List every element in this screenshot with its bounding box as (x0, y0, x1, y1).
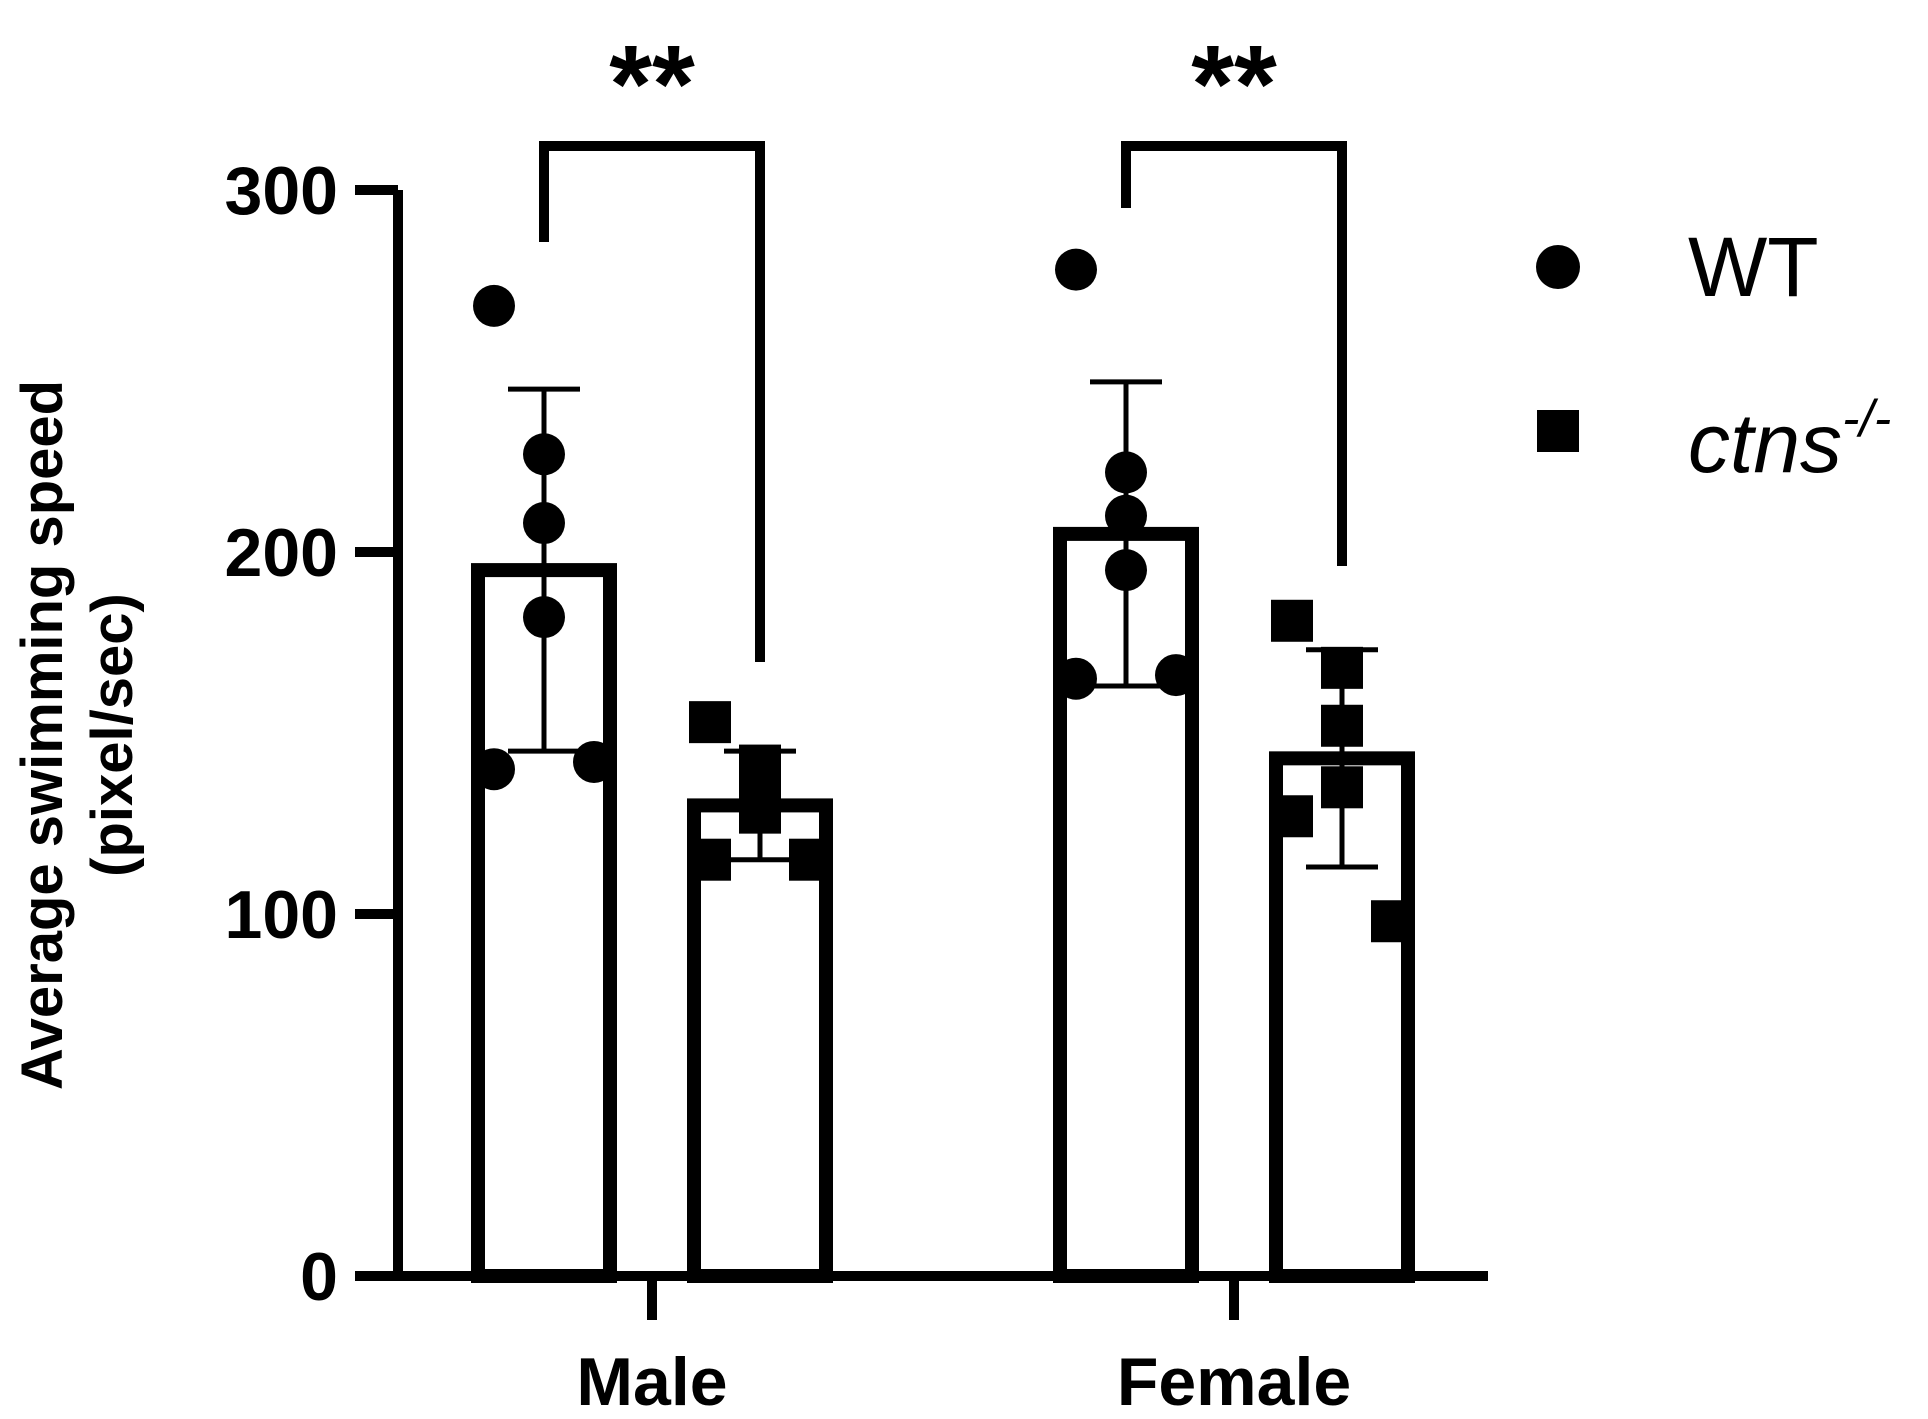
y-axis-title-line2: (pixel/sec) (80, 593, 145, 877)
significance-bracket-female (1121, 141, 1347, 566)
significance-layer: ** ** (539, 23, 1347, 662)
legend-label-ctns: ctns-/- (1688, 390, 1891, 490)
data-point-female-square (1271, 599, 1313, 642)
data-point-male-square (689, 701, 731, 744)
legend-label-wt: WT (1688, 220, 1819, 314)
y-tick-label: 200 (225, 515, 338, 591)
significance-label-male: ** (609, 23, 695, 146)
legend-label-ctns-base: ctns (1688, 396, 1842, 490)
error-bars-layer (508, 379, 1378, 870)
legend: WT ctns-/- (1536, 220, 1891, 490)
legend-label-ctns-superscript: -/- (1842, 390, 1891, 448)
significance-label-female: ** (1191, 23, 1277, 146)
data-point-male-circle (473, 284, 515, 327)
data-point-female-square (1371, 900, 1413, 943)
legend-marker-ctns (1537, 410, 1579, 452)
data-point-female-square (1271, 795, 1313, 838)
bar-female-square (1269, 751, 1415, 1283)
data-point-female-circle (1155, 654, 1197, 697)
data-point-female-circle (1055, 657, 1097, 700)
axes-layer: 0 100 200 300 Male Female (225, 153, 1488, 1419)
y-axis-title: Average swimming speed (pixel/sec) (10, 380, 145, 1090)
x-tick-label: Male (576, 1344, 727, 1419)
data-point-male-circle (573, 740, 615, 783)
y-axis-title-line1: Average swimming speed (10, 380, 75, 1090)
data-point-male-circle (473, 748, 515, 791)
y-tick-label: 100 (225, 877, 338, 953)
x-tick-label: Female (1117, 1344, 1351, 1419)
y-tick-label: 300 (225, 153, 338, 229)
y-tick-label: 0 (300, 1239, 338, 1315)
significance-bracket-male (539, 141, 765, 662)
bars-layer (471, 526, 1415, 1284)
data-point-female-circle (1055, 248, 1097, 291)
legend-marker-wt (1536, 245, 1580, 289)
